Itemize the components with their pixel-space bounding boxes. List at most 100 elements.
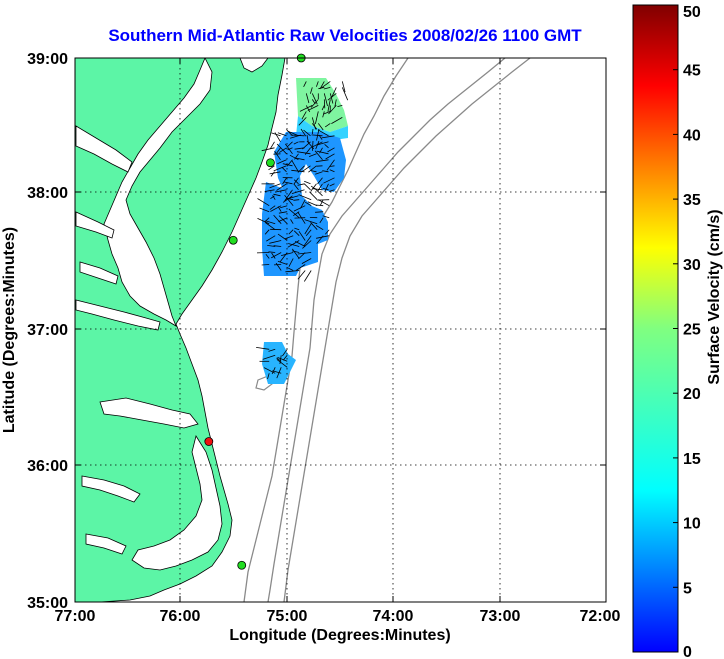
velocity-vector [310,170,317,173]
velocity-vector [282,349,288,357]
velocity-vector [297,211,306,224]
velocity-vector [311,128,314,135]
velocity-vector [279,355,282,365]
velocity-vector [288,208,300,219]
velocity-vector [271,252,282,259]
velocity-vector [305,105,311,113]
velocity-vector [311,93,318,105]
velocity-vector [257,198,270,207]
velocity-vector [315,211,324,213]
radar-station-marker [228,235,238,245]
x-tick-label: 77:00 [55,608,96,625]
velocity-vector [278,211,288,214]
velocity-vector [303,81,307,87]
velocity-vector [315,111,319,124]
velocity-vector [288,229,294,235]
velocity-vector [327,93,337,101]
grid-lines [75,58,606,602]
x-axis-label: Longitude (Degrees:Minutes) [229,627,450,644]
velocity-vector [280,205,288,209]
velocity-vector [323,87,331,90]
velocity-vector [271,367,276,375]
velocity-vector [277,159,287,165]
velocity-vector [310,87,313,94]
velocity-vector [315,159,329,163]
velocity-vector [285,270,300,273]
velocity-vector [293,205,306,212]
radar-station-marker [266,158,275,168]
velocity-vector [294,227,300,231]
velocity-vector [305,93,310,104]
velocity-vector [326,159,335,171]
velocity-vector [287,240,300,248]
velocity-vector [304,219,318,225]
velocity-vector [303,235,312,247]
velocity-vector [321,105,325,111]
velocity-vector [296,157,305,161]
albemarle-sound [99,397,199,429]
axes-box [74,57,607,603]
bathymetry-contour-inner [243,58,409,602]
velocity-vector [265,220,276,225]
velocity-vector [315,225,324,231]
velocity-vector [268,165,275,171]
colorbar-tick-label: 25 [683,322,701,339]
colorbar-tick-label: 20 [683,386,701,403]
colorbar-tick-label: 5 [683,580,692,597]
velocity-vector [298,117,307,126]
velocity-vector [287,141,293,147]
radar-station-marker [237,560,247,570]
velocity-vector [302,240,312,249]
velocity-vector [286,266,294,271]
velocity-vector [274,150,281,161]
velocity-vector [287,147,293,151]
velocity-vector [277,206,282,212]
velocity-vector [301,258,312,264]
velocity-vector [291,189,305,194]
colorbar-tick-label: 10 [683,516,701,533]
velocity-vector [321,135,335,139]
velocity-vector [256,347,270,350]
velocity-vector [323,111,331,115]
velocity-vector [272,195,276,200]
velocity-vector [318,87,325,90]
plot-area [75,58,606,602]
velocity-vector [291,160,299,173]
velocity-vector [324,144,329,149]
velocity-vector [307,105,319,111]
velocity-vector [291,169,305,173]
velocity-vector [268,348,276,352]
velocity-patch-south [262,342,296,384]
y-axis-label: Latitude (Degrees:Minutes) [1,227,18,433]
y-tick-labels: 35:00 36:00 37:00 38:00 39:00 [27,51,68,612]
velocity-vector [284,235,294,240]
velocity-vector [323,99,326,109]
velocity-vector [297,252,312,255]
velocity-vector [325,153,335,160]
velocity-vector [304,201,312,207]
x-tick-labels: 77:00 76:00 75:00 74:00 73:00 72:00 [55,608,621,625]
velocity-vector [264,189,275,192]
velocity-vector [329,165,335,167]
colorbar-tick-label: 30 [683,257,701,274]
velocity-vector [315,171,323,175]
velocity-vector [267,373,270,380]
velocity-vector [269,205,276,210]
velocity-vector [314,150,323,161]
colorbar-ticks: 0 5 10 15 20 25 30 35 40 45 50 [673,4,701,659]
velocity-vector [321,81,331,89]
york-river [79,261,119,285]
colorbar-tick-label: 0 [683,644,692,659]
velocity-vector [302,165,311,172]
y-tick-label: 36:00 [27,458,68,475]
colorbar-tick-label: 45 [683,63,701,80]
velocity-vector [273,214,282,224]
velocity-vector [268,251,276,253]
velocity-vector [297,270,306,280]
velocity-vector [328,189,335,192]
velocity-vector [319,217,324,224]
velocity-vector [312,188,323,191]
velocity-vector [282,163,293,167]
velocity-vector [270,205,282,212]
velocity-vector [303,270,312,282]
